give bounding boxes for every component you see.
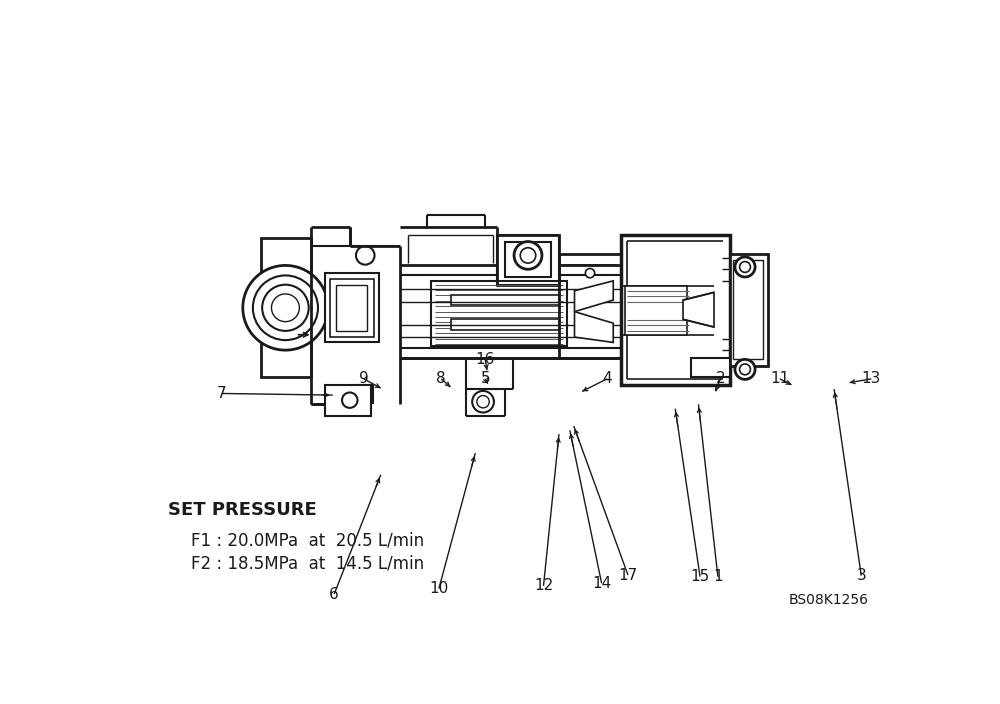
Circle shape	[477, 396, 489, 408]
Bar	[625, 287, 687, 334]
Text: 5: 5	[481, 371, 490, 386]
Polygon shape	[683, 292, 714, 327]
Circle shape	[520, 248, 536, 263]
Text: BS08K1256: BS08K1256	[789, 593, 869, 608]
Text: 10: 10	[429, 581, 448, 596]
Bar	[450, 320, 559, 330]
Circle shape	[253, 275, 318, 340]
Text: 8: 8	[436, 371, 446, 386]
Circle shape	[472, 391, 494, 413]
Bar	[497, 234, 559, 284]
Bar	[261, 239, 311, 377]
Circle shape	[585, 268, 595, 278]
Circle shape	[243, 265, 328, 350]
Text: F1 : 20.0MPa  at  20.5 L/min: F1 : 20.0MPa at 20.5 L/min	[191, 532, 424, 549]
Text: 4: 4	[602, 371, 612, 386]
Bar	[505, 242, 551, 277]
Text: 12: 12	[534, 579, 553, 593]
Bar	[431, 281, 567, 346]
Circle shape	[735, 257, 755, 277]
Text: 15: 15	[690, 570, 710, 584]
Text: 11: 11	[770, 371, 790, 386]
Bar	[330, 279, 374, 337]
Bar	[733, 260, 763, 358]
Circle shape	[356, 246, 375, 265]
Bar	[450, 295, 559, 306]
Text: 14: 14	[592, 576, 611, 591]
Circle shape	[271, 294, 299, 322]
Circle shape	[631, 304, 642, 315]
Bar	[336, 284, 367, 331]
Text: 13: 13	[862, 371, 881, 386]
Text: 7: 7	[217, 386, 227, 401]
Text: 16: 16	[476, 353, 495, 367]
Bar	[621, 234, 730, 385]
Circle shape	[342, 393, 358, 408]
Text: F2 : 18.5MPa  at  14.5 L/min: F2 : 18.5MPa at 14.5 L/min	[191, 555, 424, 572]
Bar	[325, 273, 379, 342]
Text: SET PRESSURE: SET PRESSURE	[168, 501, 316, 520]
Text: 1: 1	[713, 570, 723, 584]
Polygon shape	[574, 281, 613, 312]
Bar	[325, 385, 371, 415]
Text: 6: 6	[329, 586, 339, 601]
Circle shape	[262, 284, 309, 331]
Circle shape	[740, 262, 750, 272]
Circle shape	[514, 241, 542, 269]
Text: 3: 3	[856, 568, 866, 583]
Text: 17: 17	[618, 567, 638, 583]
Text: 9: 9	[359, 371, 369, 386]
Polygon shape	[574, 312, 613, 342]
Bar	[691, 358, 730, 377]
Circle shape	[735, 359, 755, 379]
Circle shape	[740, 364, 750, 375]
Text: 2: 2	[715, 371, 725, 386]
Bar	[730, 254, 768, 365]
